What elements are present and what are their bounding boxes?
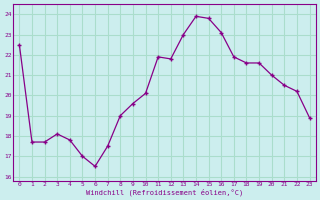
X-axis label: Windchill (Refroidissement éolien,°C): Windchill (Refroidissement éolien,°C) xyxy=(86,188,243,196)
